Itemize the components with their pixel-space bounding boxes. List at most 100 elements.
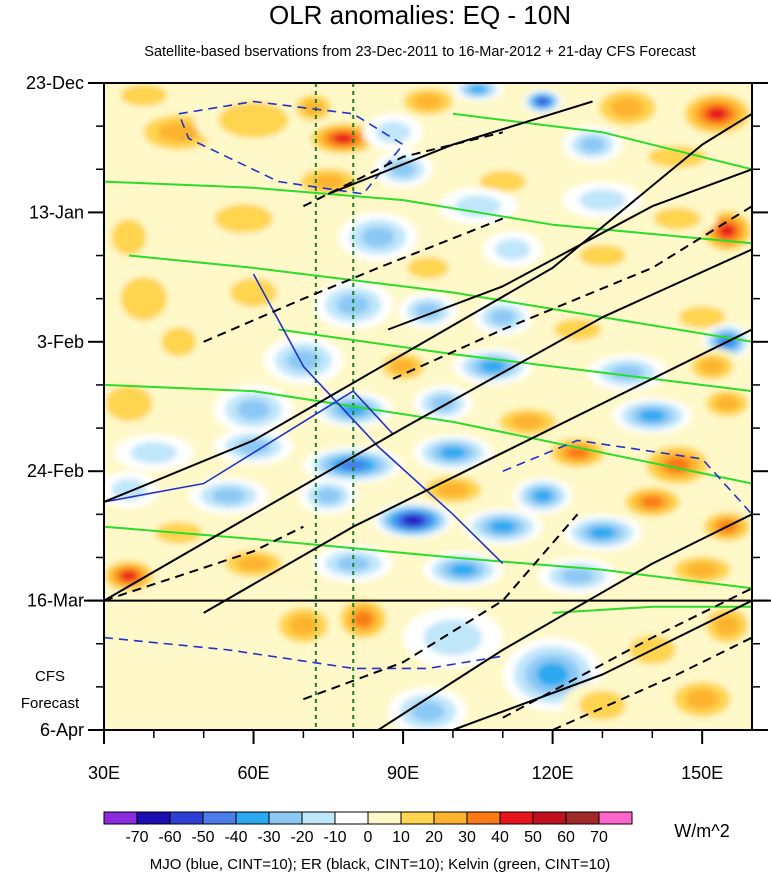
chart-subtitle: Satellite-based bservations from 23-Dec-…: [144, 44, 695, 60]
anomaly-blob-6-level-4: [469, 85, 486, 94]
anomaly-blob-29-level-3: [336, 294, 370, 315]
anomaly-blob-24-level-2: [495, 238, 531, 261]
anomaly-blob-37-level-3: [390, 358, 416, 375]
anomaly-blob-81-level-1: [178, 649, 329, 724]
x-axis: 30E 60E 90E 120E 150E: [88, 730, 723, 783]
anomaly-blob-8-level-3: [610, 97, 644, 118]
anomaly-blob-4-level-3: [303, 100, 324, 116]
anomaly-blob-70-level-3: [685, 562, 719, 578]
anomaly-blob-66-level-3: [237, 556, 270, 572]
colorbar: -70 -60 -50 -40 -30 -20 -10 0 10 20 30 40 50 60 70: [103, 811, 633, 846]
anomaly-blob-19-level-5: [719, 224, 735, 238]
er-contour-dashed-2: [303, 513, 579, 701]
anomaly-blob-42-level-3: [237, 399, 270, 420]
anomaly-blob-69-level-3: [561, 568, 594, 584]
colorbar-label-7: 0: [364, 829, 373, 846]
colorbar-box-2: [169, 811, 204, 825]
colorbar-box-12: [499, 811, 534, 825]
forecast-label-line2: Forecast: [21, 695, 80, 712]
er-contour-dashed-5: [392, 205, 752, 380]
anomaly-blob-71-level-1: [118, 588, 239, 638]
anomaly-blob-62-level-4: [589, 526, 616, 539]
x-tick-label-1: 60E: [238, 763, 270, 783]
er-contour-dashed-6: [302, 131, 504, 208]
anomaly-blob-11-level-3: [580, 137, 605, 153]
anomaly-blob-47-level-3: [714, 395, 740, 412]
anomaly-blob-1-level-3: [158, 122, 200, 143]
anomaly-blob-22-level-2: [214, 204, 273, 233]
wave-filter-contours: [104, 100, 752, 730]
colorbar-label-10: 30: [458, 829, 476, 846]
anomaly-blob-15-level-2: [479, 170, 527, 193]
colorbar-box-4: [235, 811, 270, 825]
anomaly-blob-3-level-5: [332, 133, 354, 144]
x-tick-label-2: 90E: [387, 763, 419, 783]
anomaly-blob-48-level-2: [130, 441, 178, 464]
kelvin-contour-2: [104, 180, 752, 245]
anomaly-blob-28-level-2: [230, 278, 277, 307]
anomaly-field: [104, 83, 752, 730]
forecast-label-line1: CFS: [35, 668, 65, 685]
y-tick-label-5: 6-Apr: [40, 720, 84, 740]
er-contour-solid-0: [104, 112, 752, 503]
anomaly-blob-31-level-3: [490, 309, 516, 325]
anomaly-blob-35-level-2: [161, 327, 197, 357]
colorbar-box-11: [466, 811, 501, 825]
x-tick-label-0: 30E: [88, 763, 120, 783]
anomaly-blob-0-level-2: [120, 84, 168, 107]
anomaly-blob-9-level-5: [706, 107, 728, 121]
chart-title: OLR anomalies: EQ - 10N: [269, 0, 571, 30]
kelvin-contour-1: [104, 525, 752, 590]
colorbar-label-9: 20: [425, 829, 443, 846]
colorbar-unit: W/m^2: [674, 821, 729, 841]
colorbar-label-1: -60: [158, 829, 181, 846]
er-contour-dashed-4: [552, 636, 752, 730]
footer-legend: MJO (blue, CINT=10); ER (black, CINT=10)…: [150, 856, 611, 873]
mjo-contour-dashed-0: [178, 100, 404, 195]
anomaly-blob-78-level-3: [411, 701, 445, 722]
anomaly-blob-38-level-4: [480, 360, 506, 373]
er-contour-solid-1: [104, 248, 752, 602]
anomaly-blob-46-level-4: [639, 409, 665, 422]
anomaly-blob-79-level-2: [579, 690, 626, 720]
anomaly-blob-44-level-3: [430, 395, 456, 412]
anomaly-blob-25-level-2: [407, 257, 449, 279]
colorbar-box-14: [565, 811, 600, 825]
mjo-contour-solid-1: [104, 390, 394, 503]
anomaly-blob-73-level-4: [353, 611, 373, 627]
y-tick-label-3: 24-Feb: [27, 461, 84, 481]
mjo-contour-solid-0: [252, 273, 504, 565]
y-tick-label-0: 23-Dec: [26, 73, 84, 93]
er-contour-dashed-1: [203, 217, 504, 343]
anomaly-blob-20-level-2: [653, 207, 701, 230]
er-contour-solid-4: [452, 599, 752, 730]
anomaly-blob-65-level-5: [121, 571, 137, 581]
kelvin-contour-5: [452, 112, 752, 171]
anomaly-blob-59-level-4: [641, 496, 664, 508]
anomaly-blob-55-level-3: [212, 488, 246, 504]
x-tick-label-3: 120E: [532, 763, 574, 783]
colorbar-box-9: [400, 811, 435, 825]
colorbar-label-13: 60: [557, 829, 575, 846]
anomaly-blob-18-level-2: [579, 189, 626, 211]
colorbar-label-3: -40: [224, 829, 247, 846]
colorbar-label-12: 50: [524, 829, 542, 846]
colorbar-label-2: -50: [191, 829, 214, 846]
anomaly-blob-27-level-2: [120, 277, 168, 321]
anomaly-blob-26-level-2: [579, 244, 626, 267]
anomaly-blob-68-level-4: [450, 563, 476, 576]
er-contour-solid-6: [387, 168, 752, 331]
kelvin-contour-6: [552, 605, 752, 614]
colorbar-box-15: [598, 811, 633, 825]
colorbar-box-7: [334, 811, 369, 825]
y-tick-label-2: 3-Feb: [37, 332, 84, 352]
anomaly-blob-21-level-2: [111, 219, 147, 256]
er-contour-solid-5: [327, 100, 593, 195]
anomaly-blob-41-level-2: [105, 385, 153, 422]
colorbar-box-1: [136, 811, 171, 825]
anomaly-blob-33-level-2: [678, 306, 726, 328]
anomaly-blob-36-level-3: [286, 350, 320, 371]
y-tick-label-4: 16-Mar: [27, 591, 84, 611]
anomaly-blob-61-level-4: [490, 520, 516, 533]
colorbar-label-11: 40: [491, 829, 509, 846]
